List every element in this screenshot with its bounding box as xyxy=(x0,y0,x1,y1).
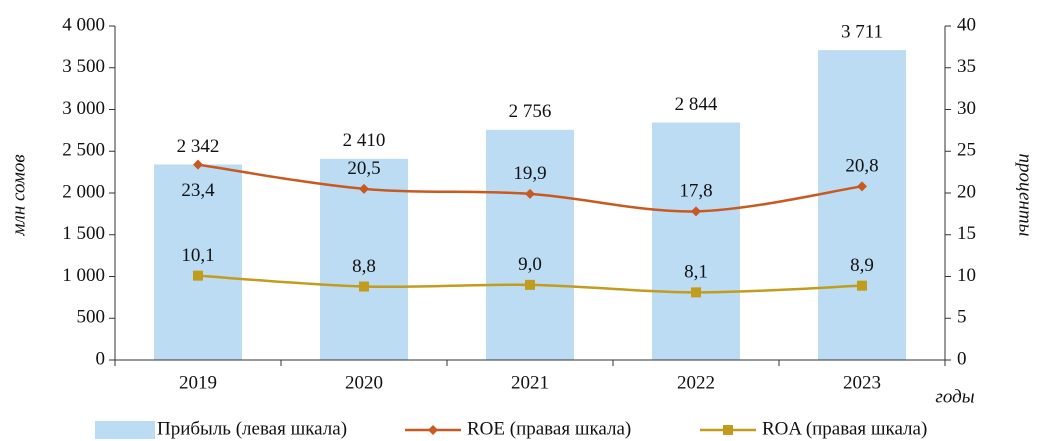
y2-tick-label: 35 xyxy=(957,56,976,77)
data-label: 2 844 xyxy=(675,94,718,115)
data-label: 10,1 xyxy=(181,245,214,266)
marker xyxy=(359,281,369,292)
y2-tick-label: 25 xyxy=(957,140,976,161)
y-tick-label: 4 000 xyxy=(62,14,105,35)
y2-tick-label: 20 xyxy=(957,181,976,202)
x-tick-label: 2021 xyxy=(511,372,549,393)
data-label: 9,0 xyxy=(518,254,542,275)
data-label: 17,8 xyxy=(679,181,712,202)
marker xyxy=(193,159,203,170)
marker xyxy=(193,270,203,281)
y-tick-label: 3 500 xyxy=(62,56,105,77)
marker xyxy=(691,287,701,298)
data-label: 3 711 xyxy=(841,21,883,42)
data-label: 8,1 xyxy=(684,262,708,283)
y-tick-label: 0 xyxy=(96,348,106,369)
marker xyxy=(857,280,867,291)
legend-label: ROA (правая шкала) xyxy=(762,418,927,439)
legend-swatch xyxy=(95,421,155,439)
legend-label: ROE (правая шкала) xyxy=(467,418,631,439)
marker xyxy=(525,188,535,199)
y2-tick-label: 5 xyxy=(957,307,967,328)
data-label: 20,5 xyxy=(347,158,380,179)
marker xyxy=(525,279,535,290)
marker xyxy=(691,206,701,217)
y-tick-label: 2 500 xyxy=(62,140,105,161)
marker xyxy=(359,183,369,194)
y-tick-label: 3 000 xyxy=(62,98,105,119)
legend-label: Прибыль (левая шкала) xyxy=(157,418,347,439)
y2-tick-label: 10 xyxy=(957,265,976,286)
x-tick-label: 2020 xyxy=(345,372,383,393)
data-label: 2 756 xyxy=(509,101,552,122)
y-axis-label: млн сомов xyxy=(8,154,29,236)
y2-axis-label: проценты xyxy=(1015,154,1036,237)
bar xyxy=(486,129,574,360)
data-label: 8,8 xyxy=(352,256,376,277)
y-tick-label: 500 xyxy=(77,307,106,328)
x-tick-label: 2023 xyxy=(843,372,881,393)
data-label: 2 410 xyxy=(343,130,386,151)
bar xyxy=(154,164,242,360)
y-tick-label: 2 000 xyxy=(62,181,105,202)
y2-tick-label: 40 xyxy=(957,14,976,35)
marker xyxy=(857,181,867,192)
y2-tick-label: 30 xyxy=(957,98,976,119)
y2-tick-label: 15 xyxy=(957,223,976,244)
bar xyxy=(818,50,906,360)
y2-tick-label: 0 xyxy=(957,348,967,369)
y-tick-label: 1 500 xyxy=(62,223,105,244)
data-label: 19,9 xyxy=(513,163,546,184)
data-label: 2 342 xyxy=(177,136,220,157)
x-tick-label: 2022 xyxy=(677,372,715,393)
bar xyxy=(652,122,740,360)
x-tick-label: 2019 xyxy=(179,372,217,393)
y-tick-label: 1 000 xyxy=(62,265,105,286)
x-axis-label: годы xyxy=(935,386,974,407)
data-label: 23,4 xyxy=(181,180,215,201)
legend-marker xyxy=(428,425,438,435)
legend-marker xyxy=(723,425,733,435)
data-label: 8,9 xyxy=(850,255,874,276)
data-label: 20,8 xyxy=(845,156,878,177)
